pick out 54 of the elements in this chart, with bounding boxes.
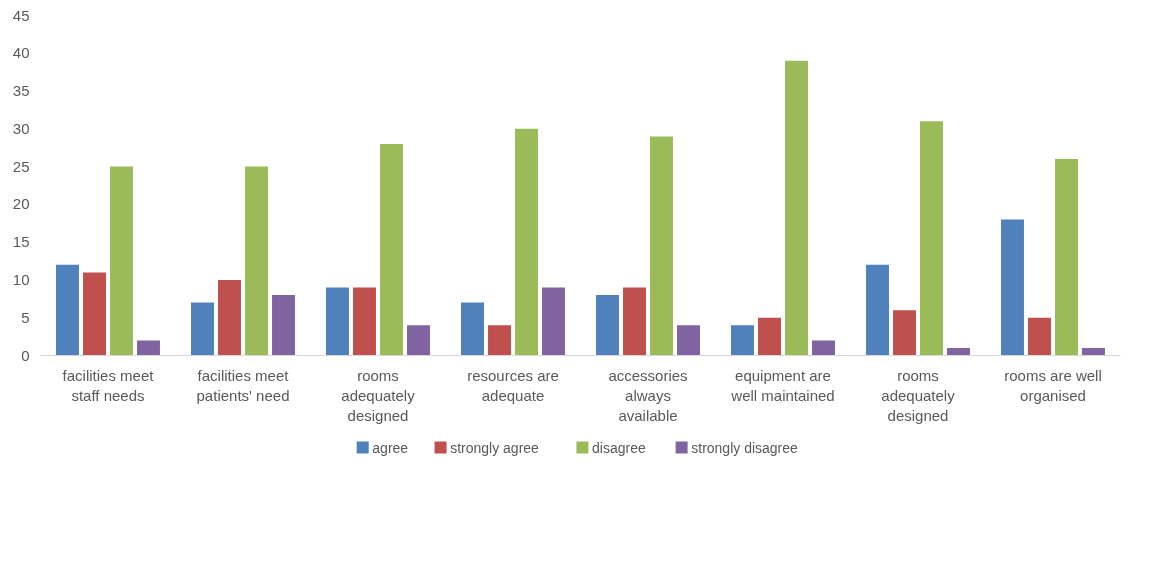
x-tick-label: rooms adequately designed: [341, 366, 416, 425]
bar: [83, 272, 106, 356]
y-tick-label: 10: [12, 270, 30, 288]
bar: [785, 60, 808, 356]
bar: [461, 302, 484, 356]
legend-label: disagree: [592, 439, 646, 456]
x-tick-label: rooms are well organised: [1004, 366, 1102, 404]
bar: [407, 325, 430, 356]
bar: [947, 347, 970, 356]
y-tick-label: 25: [12, 157, 30, 175]
bar: [920, 121, 943, 356]
bar: [596, 295, 619, 356]
bar: [677, 325, 700, 356]
bar: [110, 166, 133, 356]
bar: [1028, 317, 1051, 356]
bar: [812, 340, 835, 356]
y-tick-label: 35: [12, 82, 30, 100]
bar: [353, 287, 376, 356]
x-tick-label: accessories always available: [608, 366, 688, 425]
bar: [542, 287, 565, 356]
bar: [515, 128, 538, 356]
bar: [191, 302, 214, 356]
bar: [488, 325, 511, 356]
bar: [1082, 347, 1105, 356]
y-tick-label: 30: [12, 119, 30, 137]
bar: [56, 264, 79, 356]
x-tick-label: resources are adequate: [467, 366, 559, 404]
bar: [218, 279, 241, 356]
y-tick-label: 40: [12, 44, 30, 62]
bar: [380, 143, 403, 356]
y-tick-label: 45: [12, 6, 30, 24]
bar: [866, 264, 889, 356]
bar: [326, 287, 349, 356]
bar: [245, 166, 268, 356]
y-tick-label: 15: [12, 233, 30, 251]
x-tick-label: facilities meet staff needs: [62, 366, 155, 404]
bar: [1055, 159, 1078, 356]
legend-label: strongly agree: [450, 439, 540, 456]
bar: [731, 325, 754, 356]
x-tick-label: equipment are well maintained: [730, 366, 835, 404]
y-tick-label: 5: [21, 308, 30, 326]
bar: [758, 317, 781, 356]
bar: [893, 310, 916, 356]
bar: [137, 340, 160, 356]
bar: [623, 287, 646, 356]
y-tick-label: 0: [21, 346, 30, 364]
bar: [1001, 219, 1024, 356]
x-tick-label: rooms adequately designed: [881, 366, 956, 425]
legend-label: agree: [372, 439, 409, 456]
legend-label: strongly disagree: [691, 439, 799, 456]
bar: [650, 136, 673, 356]
bar: [272, 295, 295, 356]
y-tick-label: 20: [12, 195, 30, 213]
x-tick-label: facilities meet patients' need: [196, 366, 290, 404]
